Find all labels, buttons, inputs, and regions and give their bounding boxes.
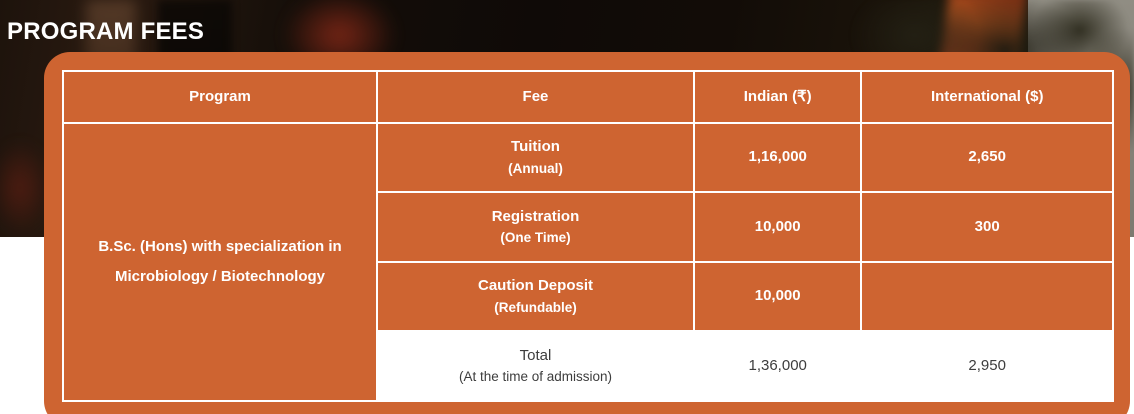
page-title: PROGRAM FEES (7, 18, 205, 46)
program-fees-table: Program Fee Indian (₹) International ($)… (62, 70, 1114, 402)
column-header-fee: Fee (378, 72, 693, 122)
fee-label: Registration (491, 207, 580, 225)
fee-note: (At the time of admission) (458, 369, 613, 385)
fee-label: Tuition (511, 138, 560, 156)
hero-photo-red-detail (0, 140, 50, 235)
indian-amount-tuition: 1,16,000 (694, 123, 861, 192)
fee-note: (One Time) (500, 230, 571, 246)
fee-cell-caution-deposit: Caution Deposit (Refundable) (378, 262, 693, 331)
international-amount-tuition: 2,650 (862, 123, 1112, 192)
indian-amount-registration: 10,000 (694, 193, 861, 261)
international-amount-total: 2,950 (862, 332, 1112, 400)
indian-amount-caution-deposit: 10,000 (694, 262, 861, 331)
fee-note: (Refundable) (494, 299, 577, 315)
column-header-program: Program (64, 72, 376, 122)
program-name-line1: B.Sc. (Hons) with specialization in (98, 237, 342, 255)
international-amount-registration: 300 (862, 193, 1112, 261)
column-header-international: International ($) (862, 72, 1112, 122)
fee-label: Caution Deposit (477, 277, 593, 295)
fee-cell-tuition: Tuition (Annual) (378, 123, 693, 192)
fee-cell-total: Total (At the time of admission) (378, 332, 693, 400)
program-name-line2: Microbiology / Biotechnology (115, 267, 325, 285)
program-name-cell: B.Sc. (Hons) with specialization in Micr… (64, 123, 376, 400)
indian-amount-total: 1,36,000 (694, 332, 861, 400)
fee-label: Total (519, 346, 552, 364)
column-header-indian: Indian (₹) (694, 72, 861, 122)
fee-note: (Annual) (508, 160, 563, 176)
fee-cell-registration: Registration (One Time) (378, 193, 693, 261)
international-amount-caution-deposit (862, 262, 1112, 331)
fees-panel: Program Fee Indian (₹) International ($)… (44, 52, 1130, 414)
